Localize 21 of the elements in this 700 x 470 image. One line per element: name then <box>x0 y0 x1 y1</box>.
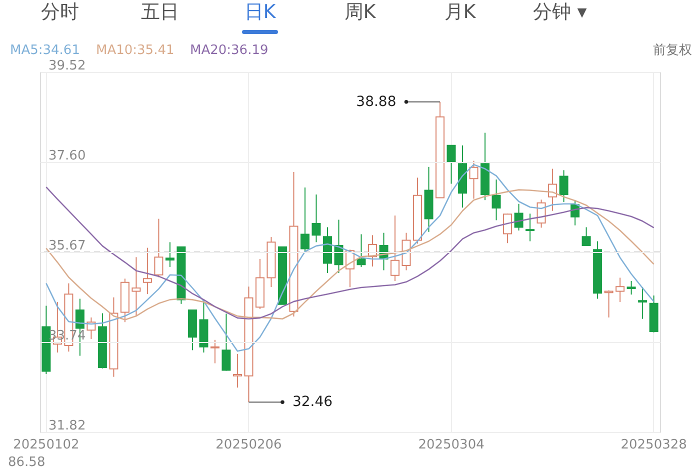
text: 分钟 ▾ <box>533 1 588 23</box>
text: 前复权 <box>653 43 692 58</box>
text: 周K <box>344 1 376 23</box>
text: 分时 <box>41 1 79 23</box>
annotation: 38.88 <box>356 94 396 110</box>
x-tick-label: 20250304 <box>418 438 484 452</box>
x-tick-label: 20250102 <box>13 438 80 452</box>
annotation: 32.46 <box>292 394 333 410</box>
y-tick-label: 39.52 <box>48 58 86 74</box>
text: MA20:36.19 <box>190 43 268 58</box>
text: MA10:35.41 <box>96 43 174 58</box>
y-tick-label: 31.82 <box>48 418 86 434</box>
text: MA5:34.61 <box>10 43 80 58</box>
text: 日K <box>244 1 276 23</box>
y-tick-label: 35.67 <box>48 238 86 254</box>
text: 月K <box>444 1 476 23</box>
x-tick-label: 20250206 <box>216 438 282 452</box>
text: 五日 <box>141 1 179 23</box>
x-tick-label: 20250328 <box>620 438 687 452</box>
y-tick-label: 37.60 <box>48 148 86 164</box>
text: 86.58 <box>8 455 46 470</box>
